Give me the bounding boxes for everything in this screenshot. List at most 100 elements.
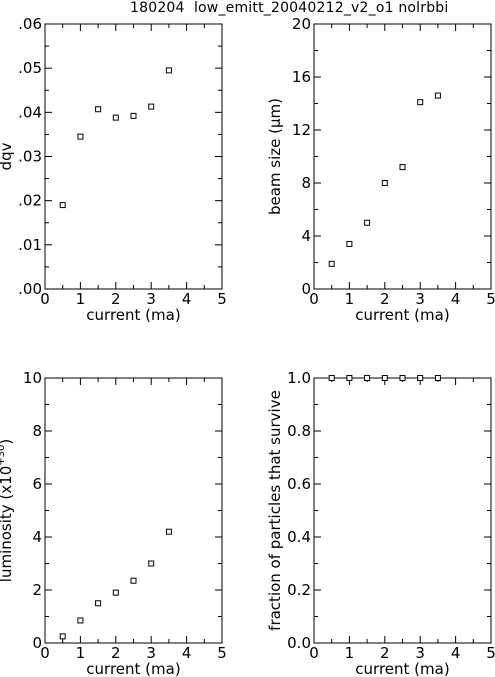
x-axis-label: current (ma) (355, 306, 449, 324)
y-tick-label: 0.2 (287, 581, 311, 599)
x-tick-label: 5 (486, 290, 495, 308)
y-tick-label: .02 (18, 192, 42, 210)
y-tick-label: .06 (18, 15, 42, 33)
chart-luminosity: 0 1 2 3 4 5 0 2 4 6 8 10 current (ma) luminosity (x10… (0, 369, 227, 677)
x-tick-label: 5 (217, 290, 227, 308)
x-tick-label: 1 (345, 290, 355, 308)
y-axis-label: beam size (μm) (266, 98, 284, 215)
plot-frame (44, 23, 223, 290)
data-point (95, 106, 102, 113)
x-tick-label: 0 (40, 644, 50, 662)
y-axis-label-tail: ) (0, 439, 15, 445)
x-tick-label: 4 (451, 290, 461, 308)
y-tick-label: 2 (32, 581, 42, 599)
data-point (77, 617, 84, 624)
x-tick-label: 2 (380, 290, 390, 308)
page-title: 180204 low_emitt_20040212_v2_o1 nolrbbi (130, 0, 449, 16)
y-tick-label: 0.8 (287, 422, 311, 440)
y-tick-label: 16 (292, 68, 311, 86)
data-point (399, 375, 406, 381)
data-point (434, 92, 441, 99)
y-axis-label-text: beam size (μm) (266, 98, 284, 215)
y-tick-label: 12 (292, 121, 311, 139)
y-axis-label: fraction of particles that survive (266, 390, 284, 631)
y-tick-label: 20 (292, 15, 311, 33)
x-tick-label: 4 (451, 644, 461, 662)
y-tick-label: .03 (18, 148, 42, 166)
x-tick-label: 1 (76, 644, 86, 662)
data-point (364, 375, 371, 381)
data-point (417, 375, 424, 381)
data-point (59, 202, 66, 209)
x-tick-label: 5 (486, 644, 495, 662)
y-tick-label: 0.0 (287, 634, 311, 652)
y-tick-label: 0.6 (287, 475, 311, 493)
y-tick-label: 1.0 (287, 369, 311, 387)
data-point (77, 133, 84, 140)
x-tick-label: 0 (309, 290, 319, 308)
data-point (165, 67, 172, 74)
data-point (346, 240, 353, 247)
y-tick-label: .00 (18, 280, 42, 298)
data-point (434, 375, 441, 381)
y-tick-label: 0.4 (287, 528, 311, 546)
x-tick-label: 1 (76, 290, 86, 308)
x-axis-label: current (ma) (86, 660, 180, 677)
data-point (165, 528, 172, 535)
data-point (399, 164, 406, 171)
data-point (130, 577, 137, 584)
x-tick-label: 1 (345, 644, 355, 662)
data-point (381, 375, 388, 381)
y-tick-label: 0 (32, 634, 42, 652)
plot-frame (313, 23, 492, 290)
y-tick-label: .05 (18, 59, 42, 77)
data-point (130, 112, 137, 119)
x-tick-label: 4 (182, 290, 192, 308)
y-tick-label: 4 (32, 528, 42, 546)
x-tick-label: 3 (415, 290, 425, 308)
y-tick-label: 8 (32, 422, 42, 440)
data-point (112, 589, 119, 596)
y-tick-label: 0 (301, 280, 311, 298)
chart-survival-fraction: 0 1 2 3 4 5 0.0 0.2 0.4 0.6 0.8 1.0 current (ma) frac… (266, 369, 495, 677)
x-tick-label: 2 (111, 290, 121, 308)
x-axis-label: current (ma) (86, 306, 180, 324)
data-point (59, 633, 66, 640)
x-tick-label: 2 (380, 644, 390, 662)
y-tick-label: 8 (301, 174, 311, 192)
y-tick-label: 10 (23, 369, 42, 387)
y-axis-label-text: dqv (0, 142, 15, 170)
data-point (328, 260, 335, 267)
data-point (148, 560, 155, 567)
x-tick-label: 3 (146, 290, 156, 308)
y-tick-label: .01 (18, 236, 42, 254)
x-tick-label: 5 (217, 644, 227, 662)
y-tick-label: 6 (32, 475, 42, 493)
data-point (381, 180, 388, 186)
plot-frame (313, 377, 492, 644)
y-tick-label: 4 (301, 227, 311, 245)
chart-dqv: 0 1 2 3 4 5 .00 .01 .02 .03 .04 .05 .06 current (ma) d… (0, 15, 227, 324)
data-point (417, 99, 424, 106)
data-point (364, 219, 371, 226)
data-point (346, 375, 353, 381)
y-axis-label: dqv (0, 142, 15, 170)
y-axis-label-text: fraction of particles that survive (266, 390, 284, 631)
y-tick-label: .04 (18, 103, 42, 121)
plot-frame (44, 377, 223, 644)
y-axis-label-text: luminosity (x10 (0, 466, 15, 582)
data-point (328, 375, 335, 381)
x-tick-label: 0 (309, 644, 319, 662)
x-tick-label: 4 (182, 644, 192, 662)
data-point (148, 103, 155, 110)
data-point (112, 114, 119, 121)
x-tick-label: 3 (415, 644, 425, 662)
x-axis-label: current (ma) (355, 660, 449, 677)
x-tick-label: 0 (40, 290, 50, 308)
x-tick-label: 2 (111, 644, 121, 662)
data-point (95, 600, 102, 607)
x-tick-label: 3 (146, 644, 156, 662)
y-axis-label-exponent: +30 (0, 445, 7, 466)
